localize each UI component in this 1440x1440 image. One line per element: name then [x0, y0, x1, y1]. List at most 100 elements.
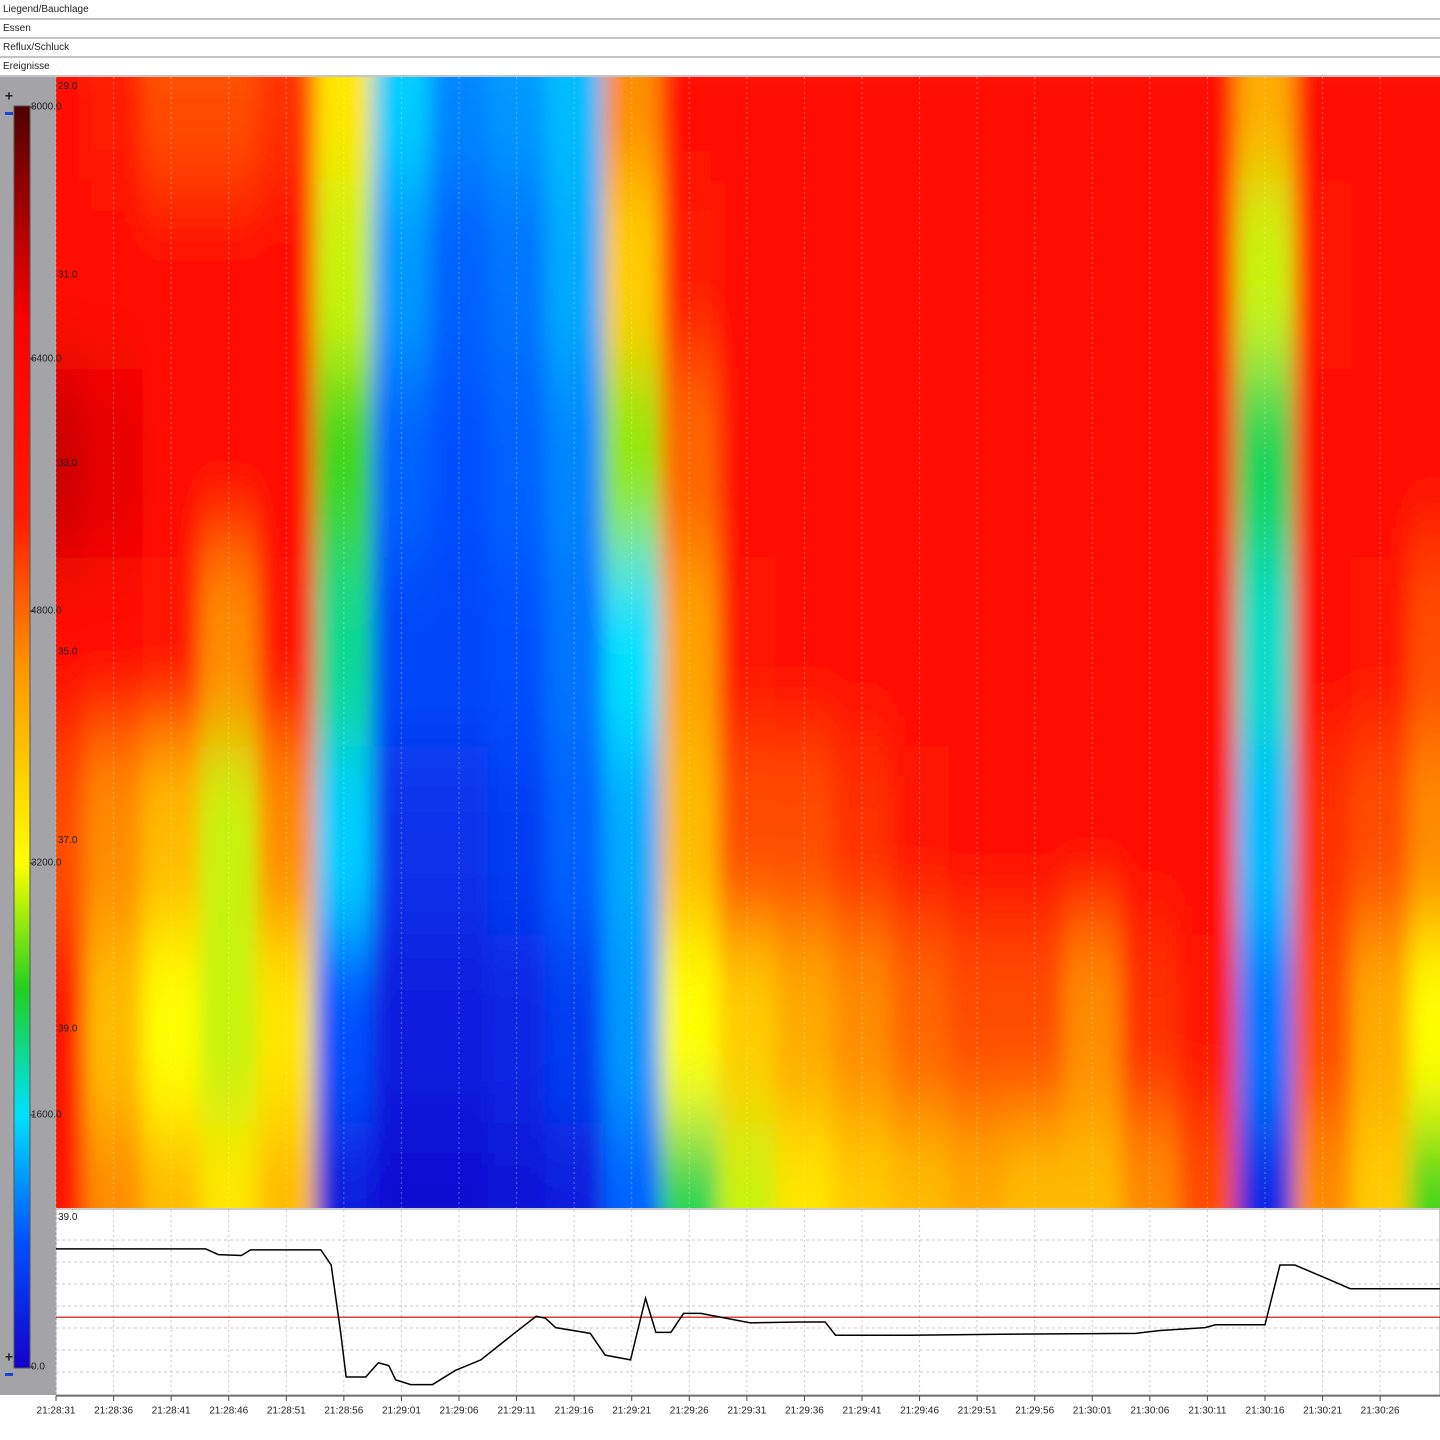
heatmap-cell — [199, 557, 258, 747]
heatmap-cell — [1005, 77, 1064, 182]
heatmap-cell — [372, 746, 431, 936]
heatmap-cell — [1121, 1123, 1180, 1208]
heatmap-cell — [1178, 746, 1237, 936]
heatmap-cell — [948, 1123, 1007, 1208]
x-tick-label: 21:29:26 — [670, 1406, 709, 1417]
zoom-in[interactable]: + — [5, 88, 13, 104]
heatmap-cell — [1121, 934, 1180, 1124]
heatmap-cell — [545, 1123, 604, 1208]
heatmap-cell — [1408, 1123, 1440, 1208]
heatmap-cell — [430, 180, 489, 370]
heatmap-cell — [1408, 557, 1440, 747]
heatmap-cell — [833, 77, 892, 182]
heatmap-cell — [775, 369, 834, 559]
heatmap-cell — [718, 369, 777, 559]
x-tick-label: 21:30:26 — [1361, 1406, 1400, 1417]
x-tick-label: 21:29:41 — [843, 1406, 882, 1417]
colorbar-tick-label: 4800.0 — [31, 606, 62, 617]
heatmap-cell — [890, 934, 949, 1124]
heatmap-cell — [948, 557, 1007, 747]
trace-chart: 21:28:31 21:28:36 21:28:41 21:28:46 21:28:51… — [37, 1210, 1440, 1417]
heatmap-cell — [948, 746, 1007, 936]
heatmap-cell — [142, 746, 201, 936]
heatmap-cell — [84, 369, 143, 559]
heatmap-cell — [890, 369, 949, 559]
heatmap-cell — [660, 557, 719, 747]
heatmap-cell — [1121, 369, 1180, 559]
heatmap-cell — [257, 180, 316, 370]
heatmap-cell — [56, 934, 86, 1124]
zoom-buttons[interactable]: + + — [5, 88, 13, 1376]
zoom-out[interactable] — [5, 1373, 13, 1376]
track-label: Liegend/Bauchlage — [3, 4, 89, 15]
zoom-in[interactable]: + — [5, 1349, 13, 1365]
heatmap-cell — [1293, 77, 1352, 182]
x-tick-label: 21:30:11 — [1188, 1406, 1227, 1417]
heatmap-cell — [56, 1123, 86, 1208]
heatmap-cell — [1121, 746, 1180, 936]
x-tick-label: 21:29:06 — [440, 1406, 479, 1417]
x-tick-label: 21:28:36 — [94, 1406, 133, 1417]
heatmap-cell — [315, 369, 374, 559]
heatmap-cell — [1408, 77, 1440, 182]
heatmap-cell — [1178, 557, 1237, 747]
heatmap-cell — [1005, 746, 1064, 936]
heatmap-cell — [948, 369, 1007, 559]
heatmap-cell — [430, 77, 489, 182]
heatmap-cell — [890, 1123, 949, 1208]
trace-panel — [55, 1208, 1440, 1396]
heatmap-cell — [56, 369, 86, 559]
heatmap-cell — [142, 369, 201, 559]
x-tick-label: 21:30:06 — [1130, 1406, 1169, 1417]
x-tick-label: 21:29:56 — [1015, 1406, 1054, 1417]
x-tick-label: 21:28:41 — [152, 1406, 191, 1417]
x-tick-label: 21:29:46 — [900, 1406, 939, 1417]
heatmap-cell — [1293, 934, 1352, 1124]
heatmap-cell — [1293, 557, 1352, 747]
heatmap-cell — [660, 180, 719, 370]
heatmap-cell — [487, 369, 546, 559]
heatmap-cell — [1005, 369, 1064, 559]
heatmap-cell — [775, 934, 834, 1124]
x-tick-label: 21:28:56 — [324, 1406, 363, 1417]
depth-tick-label: 31.0 — [58, 270, 78, 281]
heatmap-cell — [833, 557, 892, 747]
x-tick-label: 21:30:21 — [1303, 1406, 1342, 1417]
heatmap-cell — [948, 180, 1007, 370]
heatmap-cell — [56, 746, 86, 936]
heatmap-cell — [660, 369, 719, 559]
heatmap-cell — [1293, 369, 1352, 559]
x-tick-label: 21:28:51 — [267, 1406, 306, 1417]
heatmap-cell — [1351, 369, 1410, 559]
heatmap-cell — [948, 77, 1007, 182]
heatmap-cell — [199, 1123, 258, 1208]
heatmap-cell — [833, 180, 892, 370]
zoom-out[interactable] — [5, 112, 13, 115]
heatmap-cell — [56, 77, 86, 182]
heatmap-cell — [1121, 180, 1180, 370]
heatmap-cell — [487, 934, 546, 1124]
heatmap-cell — [142, 180, 201, 370]
heatmap-cell — [602, 180, 661, 370]
heatmap-cell — [545, 934, 604, 1124]
heatmap-cell — [1063, 180, 1122, 370]
heatmap-cell — [1351, 746, 1410, 936]
heatmap-cell — [833, 1123, 892, 1208]
heatmap-cell — [1236, 369, 1295, 559]
heatmap-cell — [1351, 1123, 1410, 1208]
heatmap-cell — [545, 746, 604, 936]
heatmap-cell — [1063, 557, 1122, 747]
heatmap-cell — [775, 746, 834, 936]
trace-line — [56, 1248, 1440, 1386]
heatmap-cell — [718, 77, 777, 182]
heatmap-cell — [430, 369, 489, 559]
heatmap-cell — [142, 1123, 201, 1208]
heatmap-cell — [1005, 557, 1064, 747]
heatmap-cell — [890, 557, 949, 747]
track-label: Ereignisse — [3, 61, 50, 72]
depth-tick-label: 39.0 — [58, 1024, 78, 1035]
heatmap-cell — [1005, 934, 1064, 1124]
heatmap-cell — [775, 180, 834, 370]
heatmap-cell — [660, 77, 719, 182]
heatmap-cell — [545, 369, 604, 559]
